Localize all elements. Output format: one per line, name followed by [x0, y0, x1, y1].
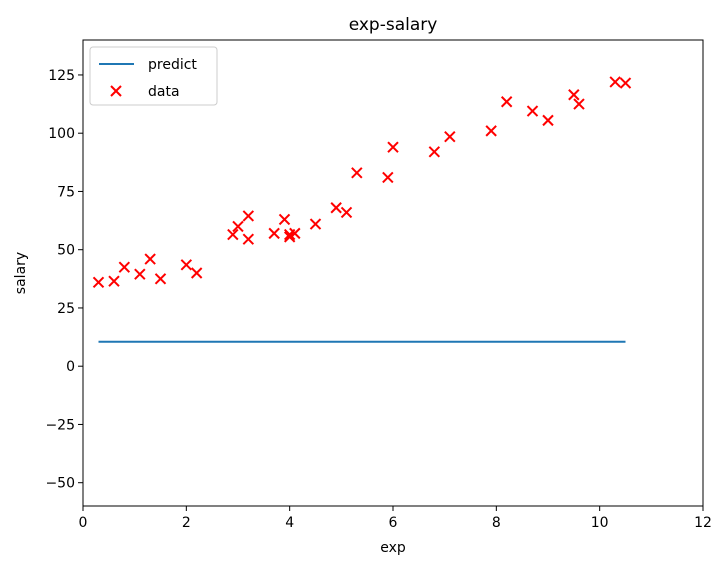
data-point-data — [568, 89, 580, 101]
data-point-data — [144, 253, 156, 265]
data-point-data — [542, 114, 554, 127]
data-point-data — [351, 167, 363, 179]
legend-data-swatch — [110, 85, 122, 97]
y-tick-label: 0 — [66, 359, 75, 375]
data-point-data — [227, 228, 239, 241]
y-tick-label: −25 — [45, 417, 75, 433]
data-point-data — [190, 267, 203, 279]
data-point-data — [108, 275, 120, 287]
x-tick-label: 6 — [389, 515, 398, 531]
data-point-data — [134, 268, 146, 280]
data-point-data — [283, 231, 296, 243]
data-point-data — [92, 276, 105, 289]
data-point-data — [268, 227, 280, 240]
data-point-data — [500, 96, 513, 108]
x-tick-label: 12 — [694, 515, 712, 531]
y-tick-label: 100 — [48, 126, 75, 142]
data-point-data — [232, 220, 244, 233]
data-point-data — [242, 233, 255, 245]
data-point-data — [180, 259, 193, 271]
data-point-data — [485, 125, 497, 137]
chart-title: exp-salary — [349, 15, 438, 35]
y-tick-label: −50 — [45, 476, 75, 492]
x-tick-label: 8 — [492, 515, 501, 531]
x-tick-label: 2 — [182, 515, 191, 531]
legend: predict data — [89, 46, 218, 106]
data-point-data — [619, 77, 632, 89]
data-point-data — [573, 98, 585, 110]
x-tick-label: 10 — [591, 515, 609, 531]
data-point-data — [428, 146, 441, 158]
y-tick-label: 125 — [48, 68, 75, 84]
data-point-data — [526, 105, 539, 117]
data-point-data — [609, 76, 621, 88]
data-point-data — [340, 206, 353, 219]
data-point-data — [387, 141, 399, 153]
y-tick-label: 50 — [57, 243, 75, 259]
y-tick-label: 75 — [57, 184, 75, 200]
data-point-data — [444, 130, 456, 143]
data-point-data — [289, 227, 301, 240]
data-point-data — [242, 210, 255, 222]
data-point-data — [278, 213, 291, 226]
legend-box — [89, 46, 218, 106]
x-tick-label: 4 — [285, 515, 294, 531]
plot-area: 0 2 4 6 8 10 12 −50 −25 0 25 50 75 100 125 — [45, 68, 711, 531]
y-tick-label: 25 — [57, 301, 75, 317]
data-point-data — [118, 261, 131, 273]
data-point-data — [154, 273, 167, 285]
x-axis-label: exp — [380, 540, 406, 556]
axes-frame — [82, 39, 704, 507]
data-point-data — [382, 171, 394, 184]
y-axis-label: salary — [13, 252, 29, 294]
data-point-data — [330, 202, 342, 214]
data-point-data — [309, 218, 322, 230]
legend-data-label: data — [148, 84, 180, 100]
legend-predict-label: predict — [148, 57, 197, 73]
x-tick-label: 0 — [79, 515, 88, 531]
